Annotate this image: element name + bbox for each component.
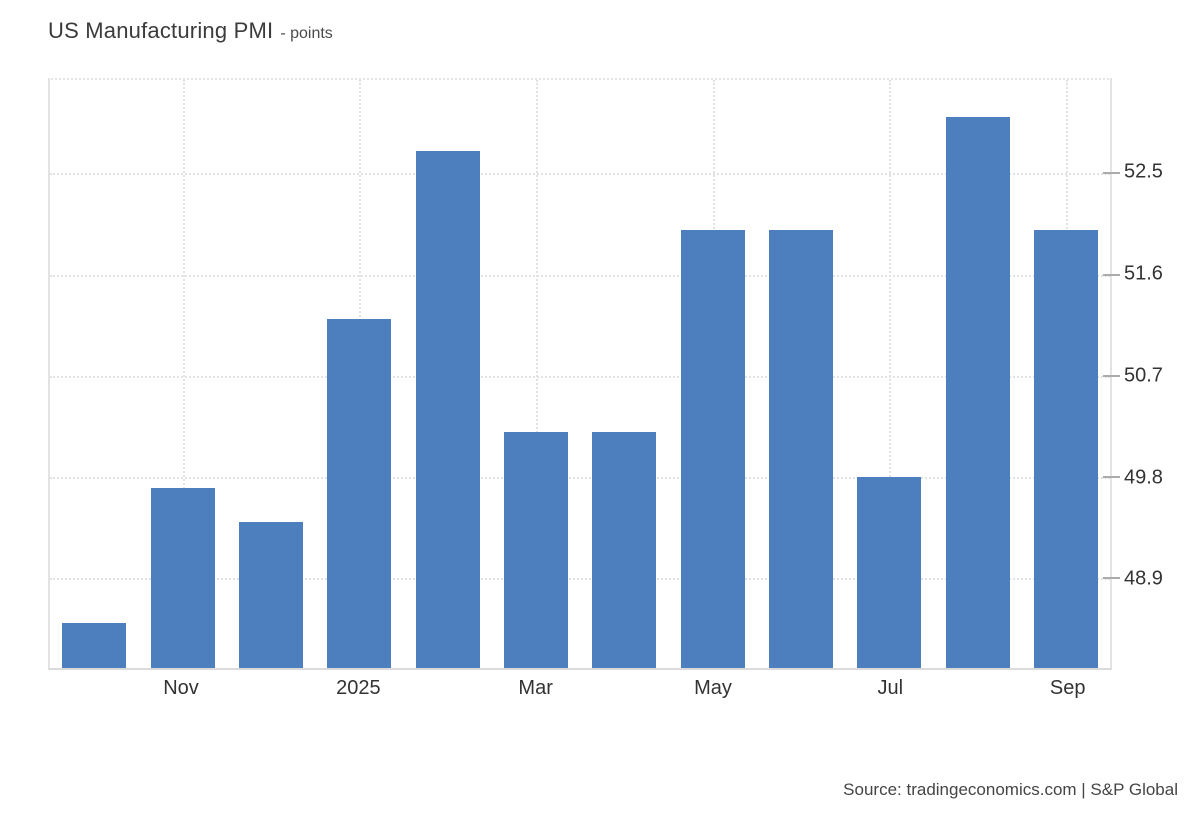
h-gridline-52.5 [50,173,1110,176]
bar-aug-2025[interactable] [945,117,1010,668]
h-gridline-48.9 [50,578,1110,581]
v-gridline-mar [535,80,538,668]
h-gridline-50.7 [50,375,1110,378]
chart-title: US Manufacturing PMI [48,18,274,43]
y-tick-mark [1103,577,1120,580]
bar-oct-2024[interactable] [62,623,127,668]
bar-feb-2025[interactable] [415,150,480,668]
y-axis: 52.5 51.6 50.7 49.8 48.9 [1124,78,1200,670]
x-tick-label-nov: Nov [163,677,199,699]
source-attribution: Source: tradingeconomics.com | S&P Globa… [843,780,1178,799]
y-tick-label-52.5: 52.5 [1124,160,1163,183]
y-tick-mark [1103,475,1120,478]
v-gridline-jul [889,80,892,668]
h-gridline-49.8 [50,476,1110,479]
bar-apr-2025[interactable] [592,431,657,668]
x-tick-label-mar: Mar [518,677,553,699]
bar-nov-2024[interactable] [150,488,215,668]
y-tick-mark [1103,374,1120,377]
v-gridline-nov [182,80,185,668]
y-tick-label-49.8: 49.8 [1124,466,1163,489]
plot-area [48,78,1120,670]
h-gridline-51.6 [50,274,1110,277]
bar-dec-2024[interactable] [238,521,303,668]
x-tick-label-jul: Jul [877,677,904,699]
x-axis: Nov 2025 Mar May Jul Sep [48,677,1112,709]
x-tick-label-may: May [694,677,732,699]
bar-jan-2025[interactable] [327,319,392,668]
bar-jul-2025[interactable] [857,476,922,668]
y-tick-label-51.6: 51.6 [1124,262,1163,285]
x-tick-label-2025: 2025 [336,677,381,699]
y-tick-label-48.9: 48.9 [1124,567,1163,590]
y-tick-mark [1103,172,1120,175]
y-tick-mark [1103,273,1120,276]
chart-header: US Manufacturing PMI - points [48,18,333,44]
bar-jun-2025[interactable] [768,229,833,668]
y-tick-label-50.7: 50.7 [1124,364,1163,387]
bar-sep-2025[interactable] [1033,229,1098,668]
x-tick-label-sep: Sep [1049,677,1086,699]
bar-mar-2025[interactable] [503,431,568,668]
chart-subtitle: - points [280,25,333,42]
bar-may-2025[interactable] [680,229,745,668]
